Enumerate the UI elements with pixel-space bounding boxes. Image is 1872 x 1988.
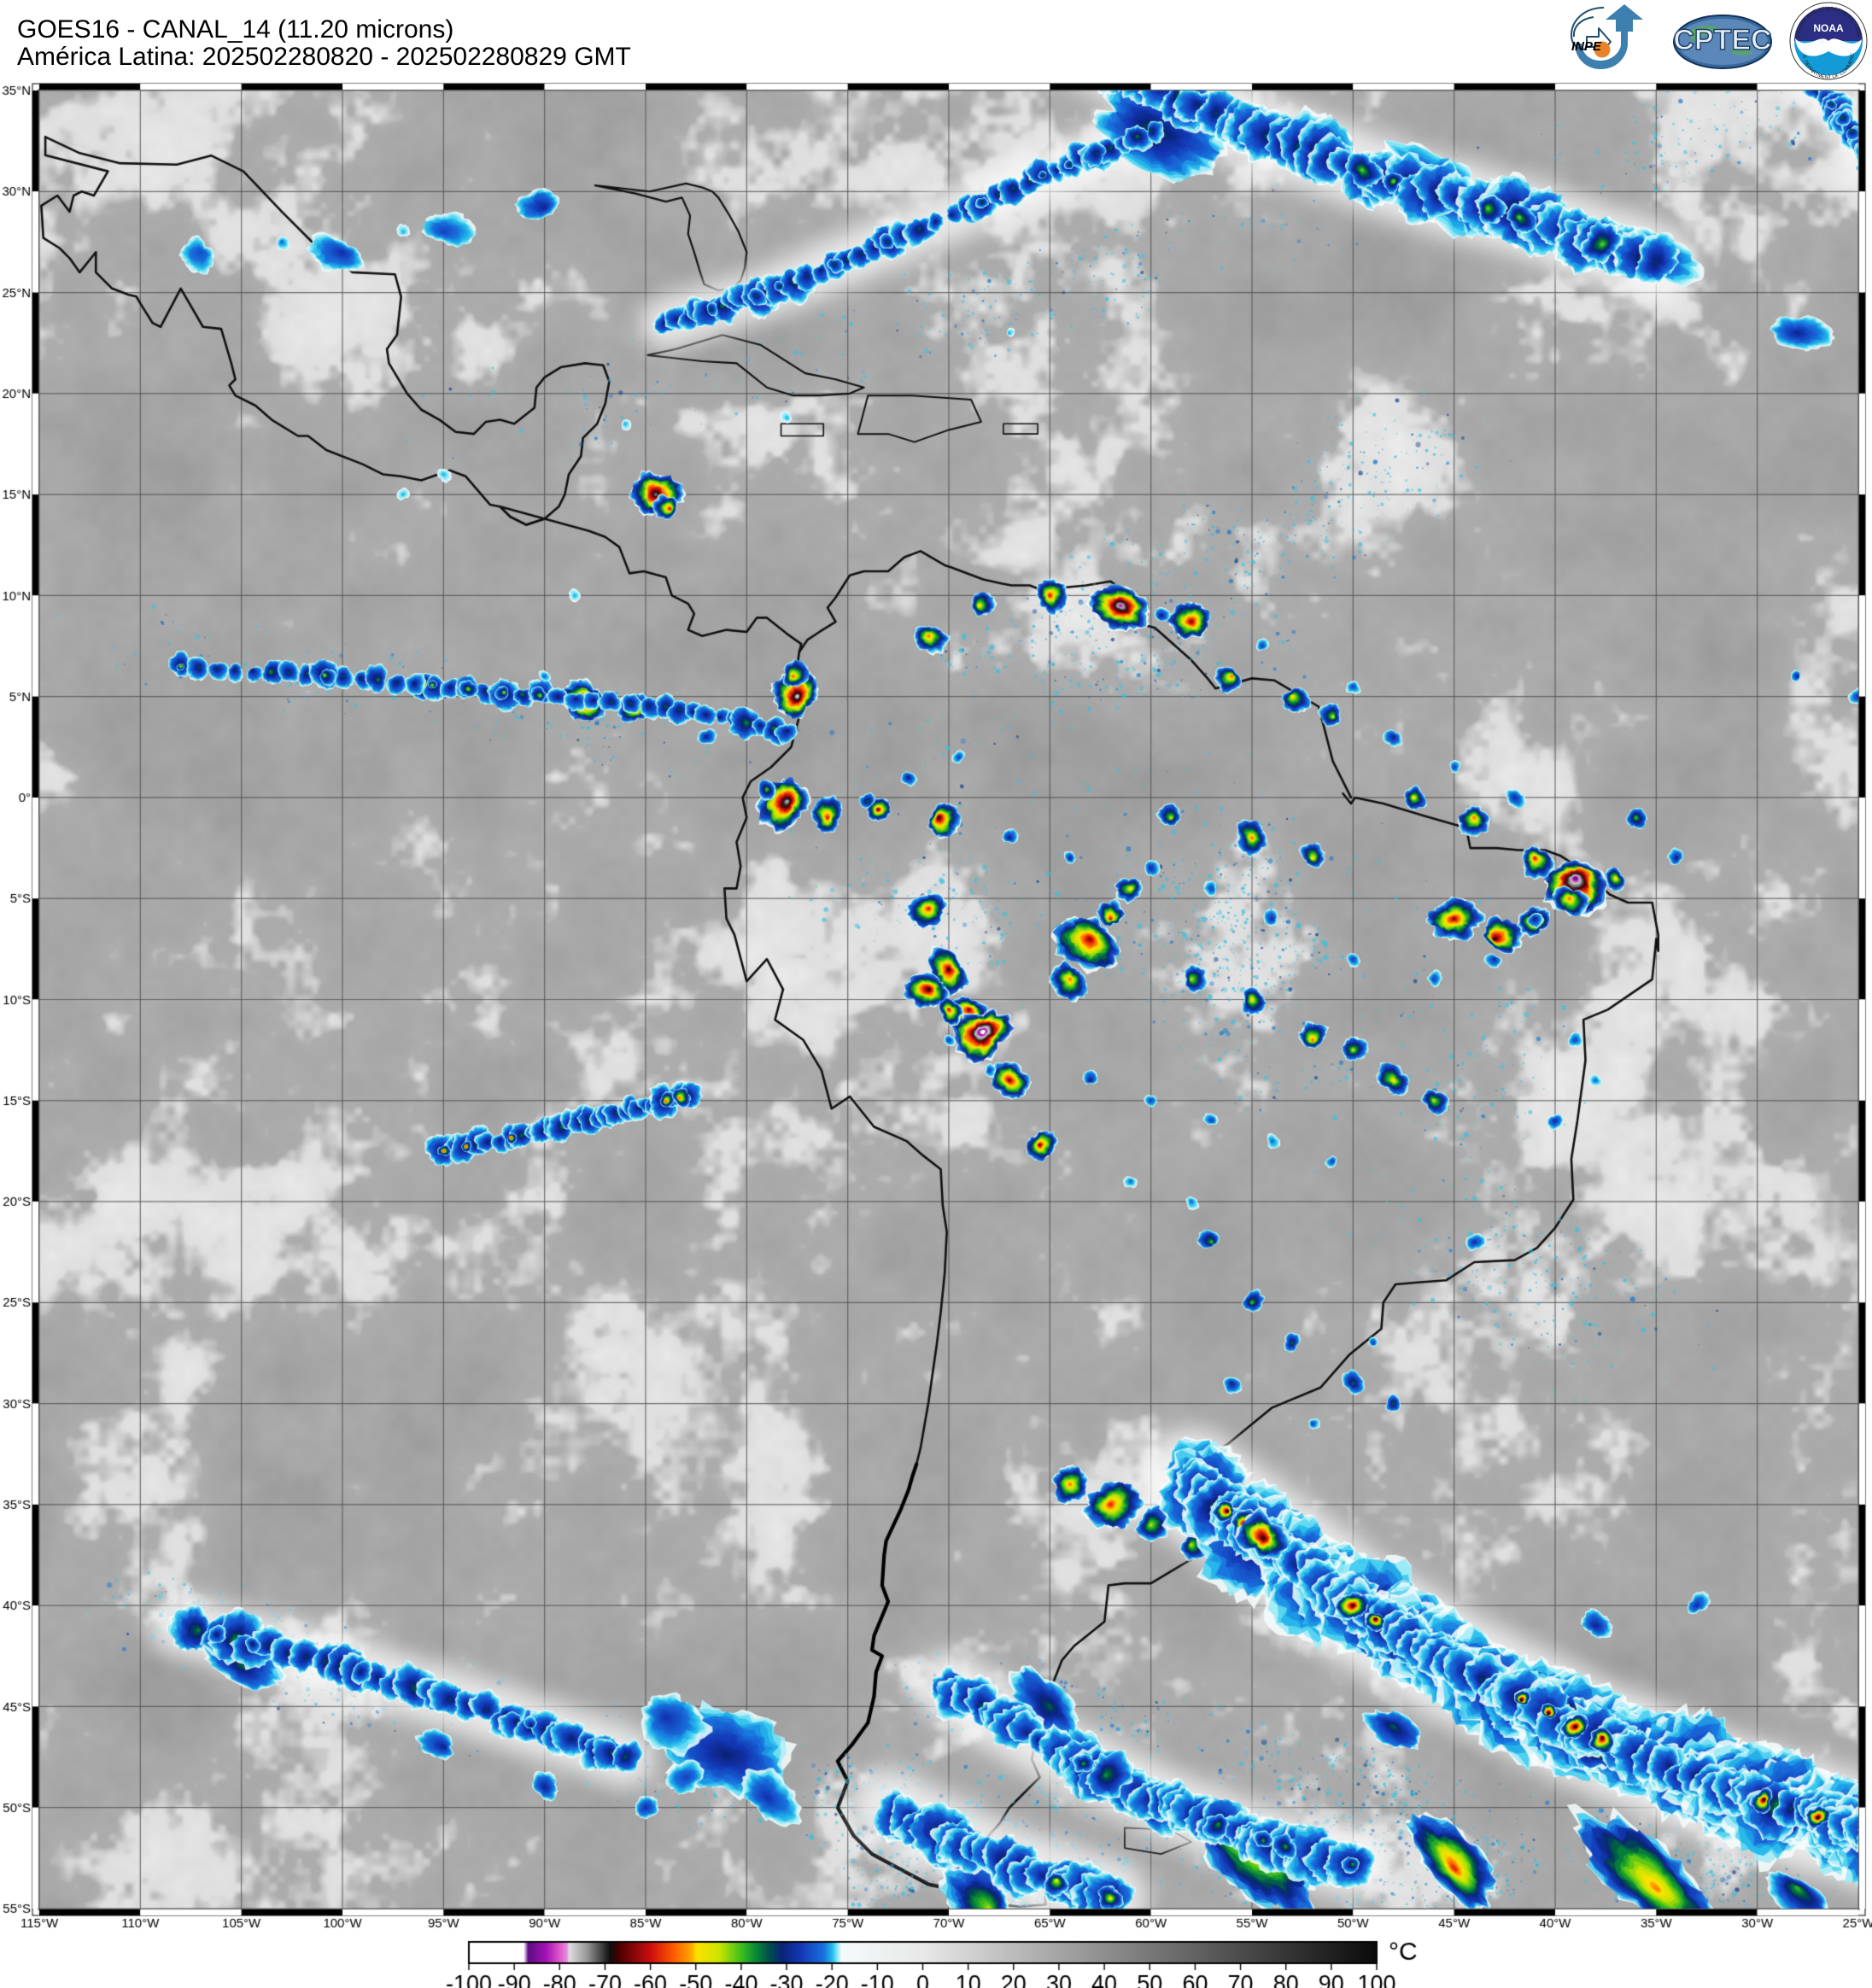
svg-text:INPE: INPE [1571, 39, 1602, 54]
svg-text:NOAA: NOAA [1813, 22, 1844, 34]
svg-text:CPTEC: CPTEC [1673, 24, 1771, 56]
